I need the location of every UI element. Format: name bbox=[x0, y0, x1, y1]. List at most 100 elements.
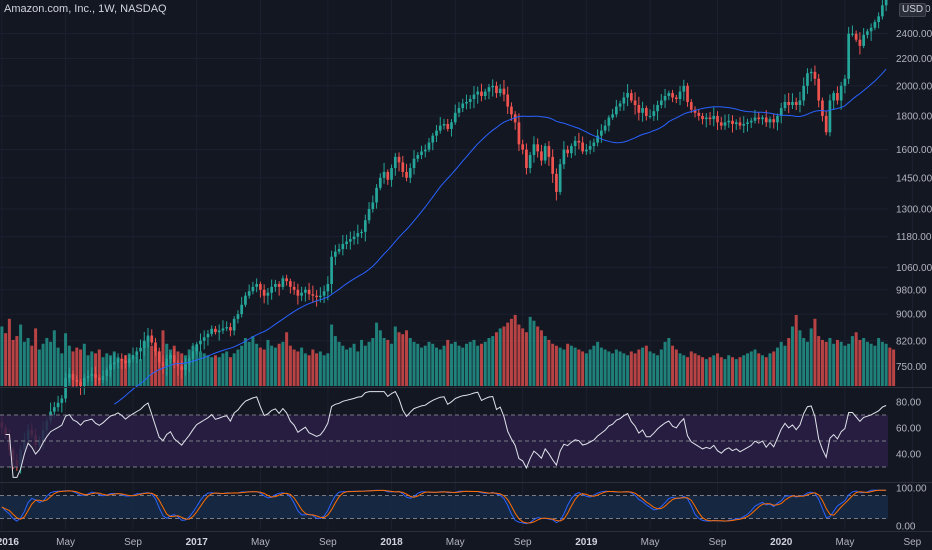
volume-bar bbox=[266, 339, 270, 386]
candle-body bbox=[727, 120, 731, 123]
candle-body bbox=[600, 130, 603, 136]
volume-bar bbox=[423, 345, 427, 386]
volume-bar bbox=[255, 343, 259, 386]
candle-body bbox=[408, 168, 412, 178]
candle-body bbox=[154, 342, 157, 352]
volume-bar bbox=[858, 339, 862, 386]
time-tick-label: Sep bbox=[514, 537, 532, 548]
volume-bar bbox=[371, 338, 375, 386]
volume-bar bbox=[820, 339, 824, 386]
volume-bar bbox=[56, 347, 60, 386]
volume-bar bbox=[524, 332, 528, 386]
volume-bar bbox=[19, 324, 23, 386]
candle-body bbox=[697, 112, 701, 116]
candle-body bbox=[172, 355, 176, 363]
volume-bar bbox=[491, 336, 495, 386]
candle-body bbox=[67, 374, 71, 378]
volume-bar bbox=[258, 347, 262, 386]
volume-bar bbox=[116, 357, 120, 386]
volume-bar bbox=[686, 357, 690, 386]
candle-body bbox=[873, 22, 877, 28]
candle-body bbox=[82, 377, 86, 386]
volume-bar bbox=[865, 341, 869, 386]
volume-bar bbox=[633, 353, 637, 386]
stoch-d-line bbox=[1, 489, 887, 524]
time-tick-label: Sep bbox=[903, 537, 921, 548]
volume-bar bbox=[386, 339, 390, 386]
volume-bar bbox=[592, 345, 596, 386]
volume-bar bbox=[34, 328, 38, 386]
volume-bar bbox=[232, 353, 236, 386]
volume-bar bbox=[704, 359, 708, 386]
candle-body bbox=[858, 39, 862, 46]
candle-body bbox=[401, 162, 405, 172]
volume-bar bbox=[120, 359, 124, 386]
time-tick-label: 2019 bbox=[575, 537, 598, 548]
volume-bar bbox=[824, 341, 828, 386]
candle-body bbox=[423, 149, 427, 152]
volume-bar bbox=[146, 338, 150, 386]
volume-bar bbox=[240, 345, 244, 386]
price-tick-label: 1600.00 bbox=[896, 145, 932, 156]
price-tick-label: 980.00 bbox=[896, 285, 927, 296]
candle-body bbox=[558, 164, 562, 192]
time-axis[interactable]: 2016 May Sep 2017 May Sep 2018 May Sep 2019 May Sep… bbox=[0, 537, 922, 548]
candle-body bbox=[641, 108, 644, 113]
volume-bar bbox=[483, 341, 487, 386]
candle-body bbox=[547, 146, 551, 157]
volume-bar bbox=[330, 324, 334, 386]
candle-body bbox=[255, 284, 259, 287]
candle-body bbox=[161, 362, 165, 367]
volume-bar bbox=[202, 353, 206, 386]
candle-body bbox=[607, 117, 611, 126]
candle-body bbox=[214, 328, 217, 333]
volume-bar bbox=[247, 341, 251, 386]
candle-body bbox=[90, 374, 94, 376]
volume-bar bbox=[378, 330, 382, 386]
volume-bar bbox=[641, 347, 645, 386]
volume-bar bbox=[839, 341, 843, 386]
candle-body bbox=[52, 407, 56, 412]
candle-body bbox=[382, 171, 386, 178]
candle-body bbox=[240, 304, 244, 315]
volume-bar bbox=[243, 338, 247, 386]
volume-bar bbox=[326, 353, 330, 386]
currency-badge[interactable]: USD bbox=[899, 3, 927, 17]
candle-body bbox=[60, 398, 64, 403]
volume-bar bbox=[435, 347, 439, 386]
candle-body bbox=[341, 244, 345, 250]
volume-bar bbox=[139, 359, 143, 386]
candle-body bbox=[570, 146, 573, 154]
candle-body bbox=[195, 344, 199, 352]
candle-body bbox=[465, 101, 468, 104]
candle-body bbox=[105, 370, 109, 376]
volume-bar bbox=[573, 347, 577, 386]
volume-bar bbox=[236, 349, 240, 386]
volume-bar bbox=[67, 345, 71, 386]
candle-body bbox=[225, 327, 229, 329]
price-axis[interactable]: 750.00 820.00 900.00 980.00 1060.00 1180.00 13… bbox=[896, 4, 932, 533]
volume-bar bbox=[652, 353, 656, 386]
volume-bar bbox=[487, 338, 491, 386]
candle-body bbox=[791, 101, 794, 106]
volume-bar bbox=[30, 345, 34, 386]
candle-body bbox=[562, 149, 566, 165]
candle-body bbox=[716, 115, 719, 123]
candle-body bbox=[573, 140, 577, 147]
candle-body bbox=[712, 115, 716, 120]
candle-body bbox=[510, 106, 513, 115]
candle-body bbox=[629, 93, 633, 101]
candle-body bbox=[498, 88, 502, 94]
volume-bar bbox=[671, 345, 675, 386]
candle-body bbox=[64, 377, 67, 399]
volume-bar bbox=[228, 357, 232, 386]
candle-body bbox=[866, 31, 869, 35]
volume-bar bbox=[847, 343, 851, 386]
candle-body bbox=[333, 251, 337, 257]
volume-bar bbox=[787, 338, 791, 386]
volume-bar bbox=[764, 357, 768, 386]
candle-body bbox=[131, 355, 135, 359]
volume-bar bbox=[393, 326, 397, 386]
volume-bar bbox=[210, 357, 214, 386]
